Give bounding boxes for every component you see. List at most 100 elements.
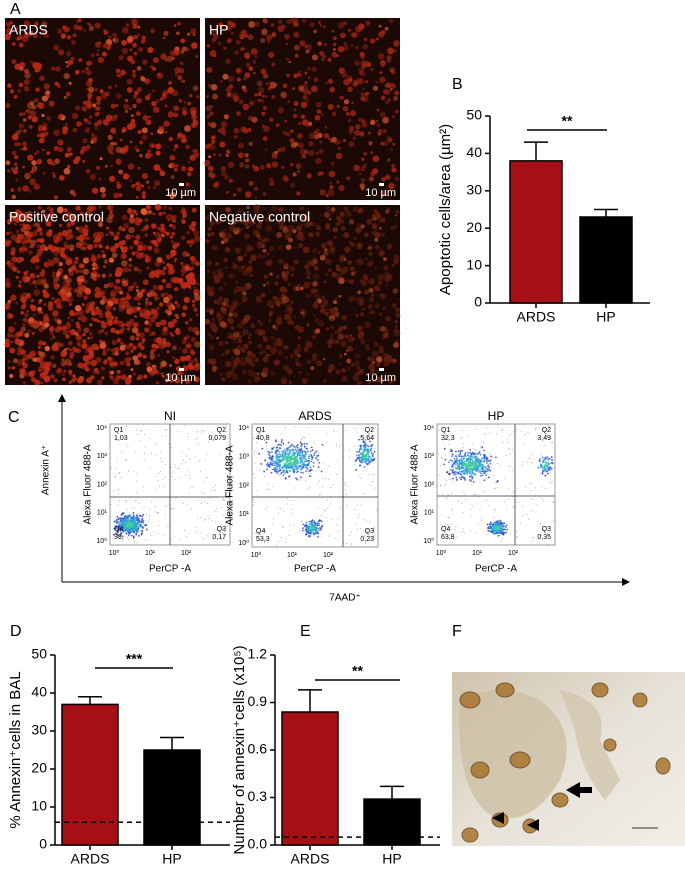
cell	[266, 345, 271, 350]
event-dot	[550, 442, 551, 443]
cell	[329, 308, 336, 315]
event-dot	[252, 427, 253, 428]
event-dot	[516, 429, 517, 430]
scale-bar	[179, 368, 184, 371]
cell	[269, 181, 274, 186]
event-dot	[130, 520, 132, 522]
event-dot	[313, 526, 315, 528]
cell	[206, 239, 210, 243]
cell	[283, 84, 288, 89]
cell	[22, 165, 25, 168]
cell	[246, 245, 252, 251]
event-dot	[301, 461, 303, 463]
event-dot	[279, 444, 281, 446]
cell	[174, 260, 177, 263]
cell	[260, 38, 265, 43]
event-dot	[311, 455, 313, 457]
event-dot	[308, 457, 310, 459]
event-dot	[252, 483, 253, 484]
cell	[244, 33, 248, 37]
event-dot	[135, 520, 137, 522]
cell	[12, 59, 17, 64]
cell	[261, 69, 267, 75]
cell	[223, 47, 226, 50]
cell	[196, 95, 199, 98]
event-dot	[148, 520, 149, 521]
cell	[232, 365, 237, 370]
cell	[78, 263, 83, 268]
cell	[122, 27, 129, 34]
event-dot	[117, 504, 118, 505]
cell	[374, 209, 378, 213]
cell	[355, 227, 361, 233]
cell	[316, 360, 322, 366]
event-dot	[267, 466, 269, 468]
cell	[47, 116, 52, 121]
cell	[50, 355, 54, 359]
cell	[338, 278, 345, 285]
cell	[145, 258, 149, 262]
cell	[187, 32, 190, 35]
cell	[52, 271, 55, 274]
cell	[379, 129, 382, 132]
event-dot	[461, 438, 462, 439]
cell	[76, 324, 80, 328]
cell	[132, 73, 137, 78]
cell	[83, 363, 88, 368]
event-dot	[532, 540, 533, 541]
event-dot	[513, 507, 514, 508]
cell	[394, 320, 397, 323]
event-dot	[306, 526, 308, 528]
event-dot	[484, 434, 485, 435]
event-dot	[455, 529, 456, 530]
cell	[77, 286, 81, 290]
event-dot	[370, 450, 372, 452]
cell	[367, 348, 370, 351]
cell	[281, 166, 284, 169]
cell	[105, 359, 107, 361]
cell	[57, 139, 63, 145]
cell	[164, 205, 168, 209]
event-dot	[358, 451, 360, 453]
y-tick-label: 10²	[239, 482, 250, 489]
event-dot	[198, 444, 199, 445]
cell	[132, 70, 135, 73]
cell	[182, 265, 185, 268]
event-dot	[500, 465, 501, 466]
event-dot	[288, 442, 290, 444]
event-dot	[150, 535, 151, 536]
cell	[82, 106, 88, 112]
cell	[176, 328, 180, 332]
cell	[333, 43, 337, 47]
cell	[234, 135, 238, 139]
cell	[287, 19, 292, 24]
cell	[177, 242, 180, 245]
cell	[117, 370, 121, 374]
event-dot	[189, 493, 190, 494]
cell	[136, 111, 141, 116]
event-dot	[281, 467, 283, 469]
cell	[219, 373, 222, 376]
cell	[175, 164, 179, 168]
event-dot	[335, 538, 336, 539]
cell	[246, 267, 252, 273]
quadrant-value: 98,	[114, 534, 124, 541]
event-dot	[322, 478, 323, 479]
event-dot	[437, 475, 438, 476]
event-dot	[549, 472, 550, 473]
event-dot	[531, 498, 532, 499]
event-dot	[368, 474, 369, 475]
cell	[355, 371, 360, 376]
cell	[148, 322, 153, 327]
event-dot	[452, 478, 454, 480]
event-dot	[132, 527, 134, 529]
panel-label: C	[8, 409, 20, 426]
event-dot	[374, 474, 375, 475]
cell	[95, 22, 101, 28]
cell	[118, 321, 124, 327]
event-dot	[313, 462, 315, 464]
cell	[131, 184, 135, 188]
cell	[249, 181, 254, 186]
cell	[263, 284, 266, 287]
event-dot	[533, 538, 534, 539]
